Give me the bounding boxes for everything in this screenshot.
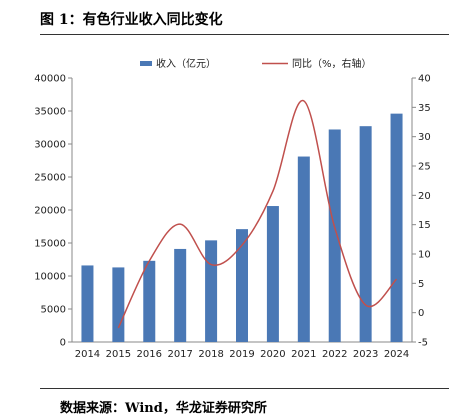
legend-bar-swatch xyxy=(140,61,152,66)
bar-2016 xyxy=(143,260,156,342)
x-tick-label: 2016 xyxy=(137,349,162,360)
left-tick-label: 20000 xyxy=(34,206,66,217)
bar-2021 xyxy=(297,156,310,342)
bar-2018 xyxy=(205,240,218,342)
x-tick-label: 2022 xyxy=(322,349,347,360)
left-tick-label: 0 xyxy=(60,338,66,349)
legend: 收入（亿元） 同比（%，右轴） xyxy=(140,57,372,70)
right-tick-label: 5 xyxy=(418,279,424,290)
left-tick-label: 25000 xyxy=(34,173,66,184)
left-tick-label: 10000 xyxy=(34,272,66,283)
x-tick-label: 2018 xyxy=(198,349,223,360)
bar-2015 xyxy=(112,267,125,342)
left-tick-label: 35000 xyxy=(34,107,66,118)
right-tick-label: -5 xyxy=(418,338,428,349)
right-tick-label: 25 xyxy=(418,162,431,173)
figure-title: 图 1：有色行业收入同比变化 xyxy=(40,12,223,28)
left-tick-label: 30000 xyxy=(34,140,66,151)
x-tick-label: 2021 xyxy=(291,349,316,360)
left-tick-label: 5000 xyxy=(41,305,66,316)
right-tick-label: 0 xyxy=(418,308,424,319)
right-tick-label: 40 xyxy=(418,74,431,85)
bar-2022 xyxy=(328,129,341,342)
bar-2017 xyxy=(174,248,187,342)
right-tick-label: 35 xyxy=(418,103,431,114)
bar-2024 xyxy=(390,113,403,342)
x-tick-label: 2019 xyxy=(229,349,254,360)
bar-2019 xyxy=(236,229,248,342)
bar-2023 xyxy=(359,126,372,343)
right-tick-label: 20 xyxy=(418,191,431,202)
top-rule xyxy=(40,34,449,35)
chart: 收入（亿元） 同比（%，右轴） 0 5000 10000 15000 20000 2500… xyxy=(34,57,431,360)
left-tick-label: 15000 xyxy=(34,239,66,250)
source-note: 数据来源：Wind，华龙证券研究所 xyxy=(60,401,267,416)
bar-2014 xyxy=(81,265,94,342)
left-tick-label: 40000 xyxy=(34,74,66,85)
x-tick-label: 2020 xyxy=(260,349,285,360)
bottom-rule xyxy=(40,388,449,389)
right-tick-label: 10 xyxy=(418,250,431,261)
x-tick-label: 2014 xyxy=(75,349,100,360)
legend-line-label: 同比（%，右轴） xyxy=(292,57,372,70)
right-tick-label: 15 xyxy=(418,220,431,231)
x-tick-label: 2017 xyxy=(167,349,192,360)
series-line-yoy xyxy=(117,100,398,329)
x-tick-label: 2024 xyxy=(384,349,409,360)
bar-2020 xyxy=(266,206,279,342)
legend-bar-label: 收入（亿元） xyxy=(156,57,216,70)
x-tick-label: 2015 xyxy=(106,349,131,360)
right-tick-label: 30 xyxy=(418,132,431,143)
x-tick-label: 2023 xyxy=(353,349,378,360)
